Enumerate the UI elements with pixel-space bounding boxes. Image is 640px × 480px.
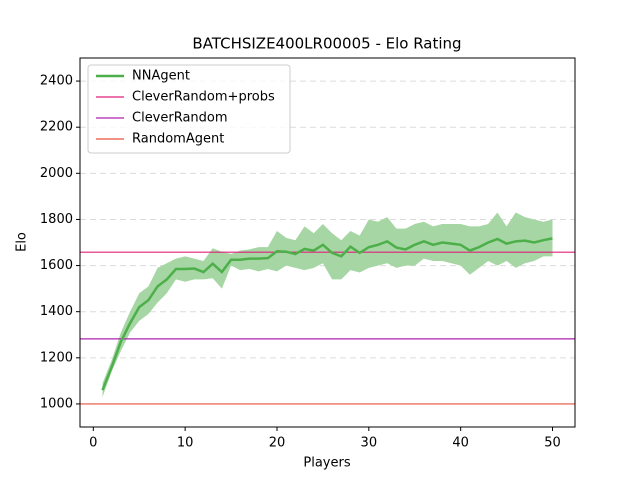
x-tick-label: 30 [361, 436, 378, 451]
confidence-band [102, 212, 553, 398]
y-axis-label: Elo [15, 232, 30, 252]
legend-label: RandomAgent [132, 132, 224, 147]
x-tick-label: 10 [177, 436, 194, 451]
y-tick-label: 1800 [40, 212, 73, 227]
y-tick-label: 1200 [40, 350, 73, 365]
y-tick-label: 1000 [40, 396, 73, 411]
y-tick-label: 2000 [40, 166, 73, 181]
legend-box [87, 64, 291, 154]
x-tick-label: 40 [452, 436, 469, 451]
x-tick-label: 50 [544, 436, 561, 451]
x-tick-label: 20 [269, 436, 286, 451]
y-tick-label: 1600 [40, 258, 73, 273]
legend-label: NNAgent [132, 69, 190, 84]
data-line [101, 237, 553, 391]
legend-label: CleverRandom [132, 111, 228, 126]
chart-title: BATCHSIZE400LR00005 - Elo Rating [192, 35, 461, 53]
axes-frame [79, 57, 576, 428]
y-tick-label: 2400 [40, 74, 73, 89]
y-tick-label: 1400 [40, 304, 73, 319]
x-axis-label: Players [303, 456, 350, 471]
legend-label: CleverRandom+probs [132, 90, 275, 105]
y-tick-label: 2200 [40, 120, 73, 135]
x-tick-label: 0 [89, 436, 97, 451]
